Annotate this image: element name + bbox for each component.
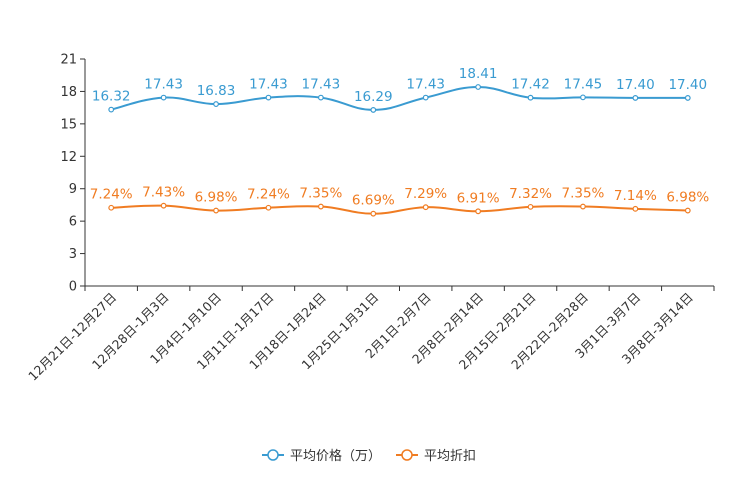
- data-point: [160, 94, 167, 101]
- data-label: 7.32%: [509, 186, 552, 202]
- legend-marker-circle: [401, 449, 413, 461]
- y-tick-label: 15: [60, 117, 77, 132]
- legend-label: 平均价格（万）: [290, 448, 381, 464]
- data-label: 6.91%: [457, 190, 500, 206]
- data-label: 16.29: [354, 89, 393, 105]
- data-label: 17.40: [616, 77, 655, 93]
- data-point: [580, 203, 586, 210]
- data-point: [317, 94, 324, 101]
- data-point: [213, 207, 219, 214]
- data-label: 16.32: [92, 89, 131, 105]
- data-point: [527, 203, 534, 210]
- data-point: [317, 203, 324, 210]
- data-label: 6.98%: [195, 190, 238, 206]
- data-point: [475, 84, 482, 90]
- data-point: [160, 202, 167, 209]
- data-label: 7.43%: [142, 185, 185, 201]
- data-point: [265, 204, 272, 211]
- series-line-1: [111, 204, 688, 215]
- y-tick-label: 3: [69, 247, 77, 262]
- data-point: [422, 94, 429, 101]
- data-label: 17.43: [302, 77, 341, 93]
- data-point: [213, 101, 219, 107]
- data-label: 17.40: [668, 77, 707, 93]
- y-tick-label: 6: [69, 215, 77, 230]
- y-tick-label: 0: [69, 280, 77, 295]
- data-point: [422, 204, 429, 211]
- data-label: 7.14%: [614, 188, 657, 204]
- data-label: 17.42: [511, 77, 550, 93]
- legend-label: 平均折扣: [424, 449, 476, 464]
- data-label: 17.43: [144, 77, 183, 93]
- data-point: [370, 210, 377, 217]
- data-point: [684, 207, 691, 214]
- data-label: 7.29%: [404, 186, 447, 202]
- data-point: [632, 205, 639, 212]
- data-label: 17.45: [564, 76, 603, 92]
- data-label: 17.43: [406, 77, 445, 93]
- data-label: 6.98%: [666, 190, 709, 206]
- data-label: 16.83: [197, 83, 236, 99]
- data-label: 7.24%: [90, 187, 133, 203]
- y-tick-label: 12: [60, 150, 77, 165]
- data-label: 7.35%: [562, 186, 605, 202]
- data-point: [265, 94, 272, 101]
- data-point: [684, 95, 691, 101]
- data-label: 7.35%: [299, 186, 342, 202]
- series-line-0: [110, 85, 688, 111]
- data-point: [108, 204, 115, 211]
- data-label: 18.41: [459, 66, 498, 82]
- data-label: 7.24%: [247, 187, 290, 203]
- data-point: [632, 95, 639, 101]
- x-tick-label: 12月21日-12月27日: [25, 290, 119, 384]
- y-tick-label: 9: [69, 182, 77, 197]
- legend-marker-circle: [267, 449, 279, 461]
- data-point: [527, 94, 534, 101]
- data-label: 17.43: [249, 77, 288, 93]
- y-tick-label: 18: [60, 85, 77, 100]
- y-tick-label: 21: [60, 53, 77, 68]
- data-point: [475, 208, 482, 215]
- data-point: [370, 107, 377, 113]
- data-label: 6.69%: [352, 193, 395, 209]
- data-point: [580, 94, 586, 101]
- data-point: [108, 106, 115, 113]
